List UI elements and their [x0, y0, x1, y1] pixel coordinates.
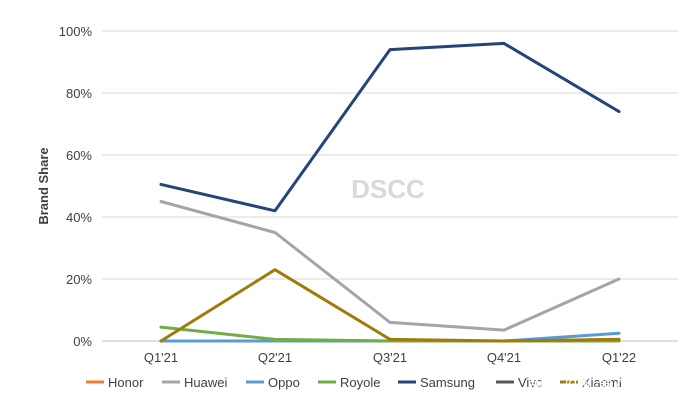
series-line-xiaomi	[159, 268, 621, 343]
y-tick-label: 80%	[66, 86, 92, 101]
chart-watermark: DSCC	[351, 174, 425, 204]
y-tick-label: 0%	[73, 334, 92, 349]
x-tick-label: Q2'21	[258, 350, 292, 365]
x-tick-label: Q1'22	[602, 350, 636, 365]
y-axis-label: Brand Share	[36, 147, 51, 224]
legend-label: Samsung	[420, 375, 475, 390]
series-lines	[159, 41, 621, 343]
x-tick-label: Q4'21	[487, 350, 521, 365]
x-tick-label: Q3'21	[373, 350, 407, 365]
y-tick-labels: 0% 20% 40% 60% 80% 100%	[59, 24, 93, 349]
y-tick-label: 60%	[66, 148, 92, 163]
y-tick-label: 40%	[66, 210, 92, 225]
legend-label: Huawei	[184, 375, 227, 390]
legend-label: Oppo	[268, 375, 300, 390]
legend-label: Xiaomi	[582, 375, 622, 390]
series-line-samsung	[159, 41, 621, 213]
legend: Honor Huawei Oppo Royole Samsung Vivo Xiaomi	[86, 375, 622, 390]
legend-label: Honor	[108, 375, 144, 390]
x-tick-labels: Q1'21 Q2'21 Q3'21 Q4'21 Q1'22	[144, 350, 636, 365]
x-tick-label: Q1'21	[144, 350, 178, 365]
series-line-huawei	[159, 200, 621, 332]
legend-label: Vivo	[518, 375, 543, 390]
y-tick-label: 100%	[59, 24, 93, 39]
site-watermark: 知乎 @机智万象	[528, 374, 645, 392]
y-tick-label: 20%	[66, 272, 92, 287]
legend-label: Royole	[340, 375, 380, 390]
